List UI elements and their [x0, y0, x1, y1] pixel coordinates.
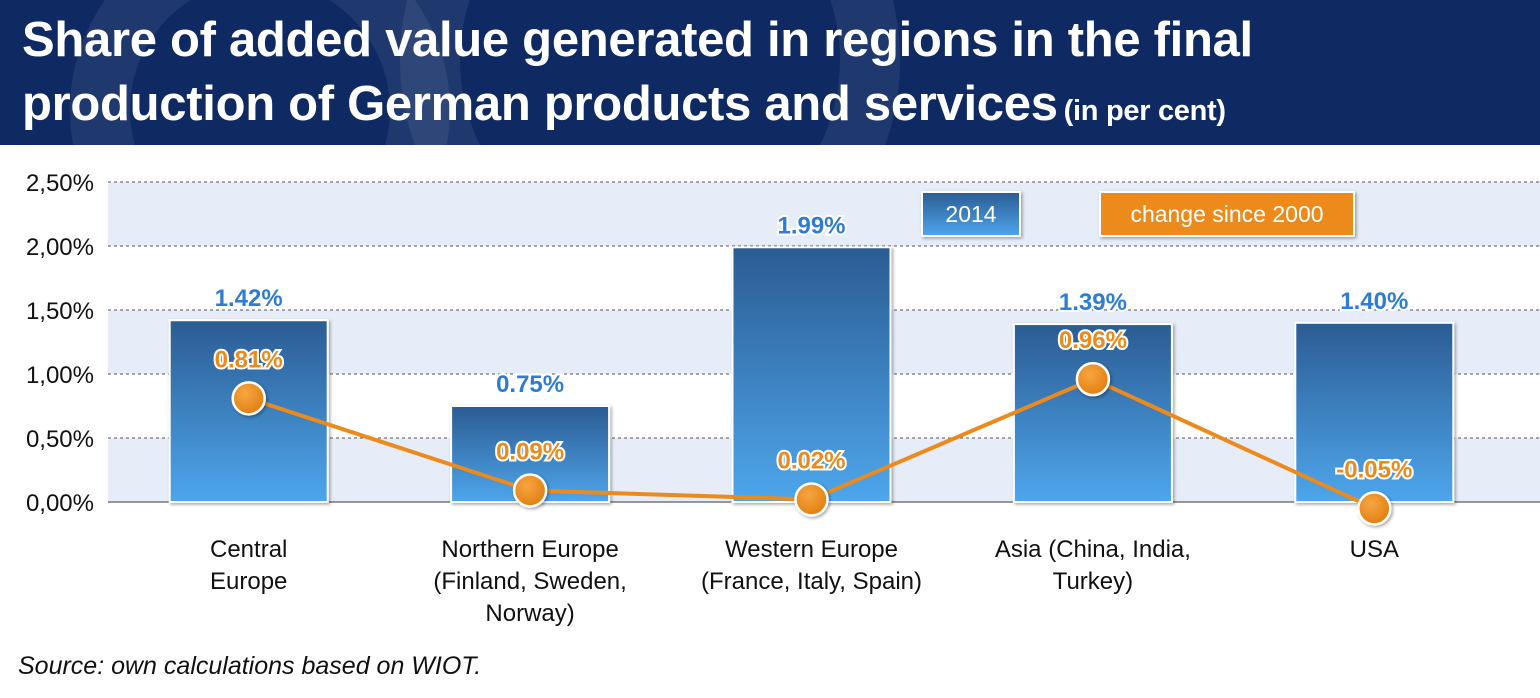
chart-title-line2: production of German products and servic…: [22, 76, 1226, 139]
y-tick-label: 0,50%: [26, 426, 94, 453]
legend-item-change: change since 2000: [1099, 191, 1355, 237]
legend: 2014 change since 2000: [921, 191, 1355, 237]
line-point: [1075, 361, 1111, 397]
y-tick-label: 1,50%: [26, 298, 94, 325]
x-tick-label: Asia (China, India,: [995, 536, 1191, 563]
chart-header: Share of added value generated in region…: [0, 0, 1540, 145]
bar-labels: 1.42% 0.75% 1.99% 1.39% 1.40%: [213, 210, 1411, 400]
decorative-ring: [400, 0, 900, 145]
y-tick-label: 1,00%: [26, 362, 94, 389]
line-value-label: 0.81%: [215, 346, 283, 373]
line-point: [794, 482, 829, 517]
chart-title: Share of added value generated in region…: [22, 13, 1253, 67]
x-tick-label: (Finland, Sweden,: [433, 568, 626, 595]
line-value-label: 0.09%: [496, 438, 564, 465]
x-tick-label: Turkey): [1053, 568, 1133, 595]
bar-value-label: 1.39%: [1059, 289, 1127, 316]
legend-label-2014: 2014: [945, 201, 996, 227]
x-tick-label: (France, Italy, Spain): [701, 568, 922, 595]
y-tick-label: 2,50%: [26, 170, 94, 197]
x-tick-label: Northern Europe: [441, 536, 618, 563]
bar-value-label: 1.99%: [777, 212, 845, 239]
y-axis-ticks: 0,00% 0,50% 1,00% 1,50% 2,00% 2,50%: [26, 170, 94, 517]
x-tick-label: Western Europe: [725, 536, 898, 563]
line-point: [231, 381, 266, 416]
line-point: [512, 473, 548, 508]
chart-unit: (in per cent): [1063, 95, 1226, 127]
legend-item-2014: 2014: [921, 191, 1021, 237]
bar: [1294, 321, 1455, 503]
chart-title-text: production of German products and servic…: [22, 77, 1058, 131]
y-tick-label: 2,00%: [26, 234, 94, 261]
bar-value-label: 1.40%: [1340, 288, 1408, 315]
y-tick-label: 0,00%: [26, 490, 94, 517]
bar-value-label: 0.75%: [496, 371, 564, 398]
combo-chart: 0,00% 0,50% 1,00% 1,50% 2,00% 2,50% 1.42% 0.75…: [26, 170, 1540, 627]
line-value-label: 0.02%: [777, 447, 845, 474]
line-value-label: 0.96%: [1059, 327, 1127, 354]
line-series-change: 0.81% 0.09% 0.02% 0.96% -0.05%: [213, 325, 1414, 526]
x-tick-label: USA: [1350, 536, 1399, 563]
x-tick-label: Europe: [210, 568, 287, 595]
bar-value-label: 1.42%: [215, 285, 283, 312]
x-tick-label: Central: [210, 536, 287, 563]
legend-label-change: change since 2000: [1130, 201, 1323, 227]
x-axis-labels: Central Europe Northern Europe (Finland, Sw…: [210, 536, 1399, 627]
line-point: [1357, 491, 1392, 526]
bar-series-2014: [168, 246, 1455, 503]
line-value-label: -0.05%: [1336, 456, 1412, 483]
source-note: Source: own calculations based on WIOT.: [18, 652, 482, 680]
bar: [1012, 323, 1173, 503]
x-tick-label: Norway): [485, 600, 574, 627]
